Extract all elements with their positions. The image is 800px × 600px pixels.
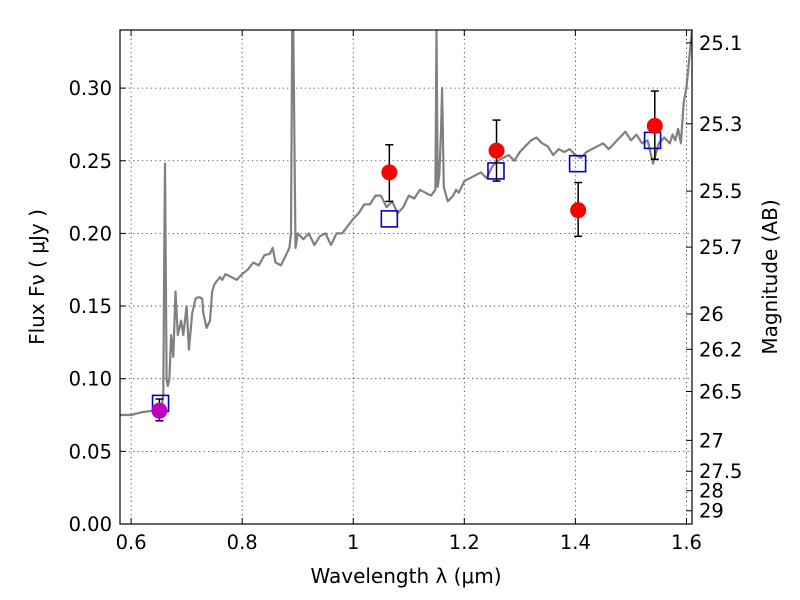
- mag-tick-label: 26.5: [699, 380, 742, 403]
- y-tick-label: 0.15: [69, 295, 112, 318]
- plot-frame: [119, 29, 693, 525]
- mag-tick-label: 25.3: [699, 113, 742, 136]
- data-point: [381, 164, 398, 181]
- y-tick-label: 0.30: [69, 77, 112, 100]
- mag-tick-label: 27: [699, 429, 724, 452]
- spectrum-line: [120, 30, 692, 417]
- model-point: [568, 154, 587, 173]
- mag-tick-label: 29: [699, 500, 724, 523]
- y-tick-label: 0.05: [69, 440, 112, 463]
- x-tick-label: 1.6: [671, 531, 702, 554]
- model-point: [380, 210, 399, 228]
- y-tick-label: 0.00: [69, 513, 112, 536]
- x-axis-label: Wavelength λ (μm): [310, 564, 501, 588]
- mag-tick-label: 26: [699, 303, 724, 326]
- x-tick-label: 1: [347, 531, 359, 554]
- x-tick-label: 0.8: [227, 531, 258, 554]
- plot-data: [120, 30, 692, 422]
- x-tick-label: 1.2: [449, 531, 480, 554]
- x-tick-label: 1.4: [560, 531, 591, 554]
- mag-tick-label: 26.2: [699, 338, 742, 361]
- axis-ticks: [120, 30, 692, 525]
- mag-tick-label: 25.5: [699, 180, 742, 203]
- y-tick-label: 0.10: [69, 368, 112, 391]
- y-tick-label: 0.20: [69, 222, 112, 245]
- mag-tick-label: 27.5: [699, 460, 742, 483]
- mag-tick-label: 25.7: [699, 236, 742, 259]
- data-point: [570, 202, 587, 219]
- y-tick-label: 0.25: [69, 150, 112, 173]
- grid-lines: [120, 30, 692, 525]
- mag-tick-label: 28: [699, 480, 724, 503]
- x-tick-label: 0.6: [116, 531, 147, 554]
- y-axis-label: Flux Fν ( μJy ): [25, 209, 49, 345]
- data-point: [488, 142, 505, 159]
- mag-tick-label: 25.1: [699, 32, 742, 55]
- data-point: [646, 117, 663, 134]
- data-point: [151, 402, 168, 419]
- tick-labels: 0.6 0.8 1 1.2 1.4 1.6 0.00 0.05 0.10 0.15 0.20 0.25…: [69, 32, 743, 554]
- y2-axis-label: Magnitude (AB): [758, 199, 782, 354]
